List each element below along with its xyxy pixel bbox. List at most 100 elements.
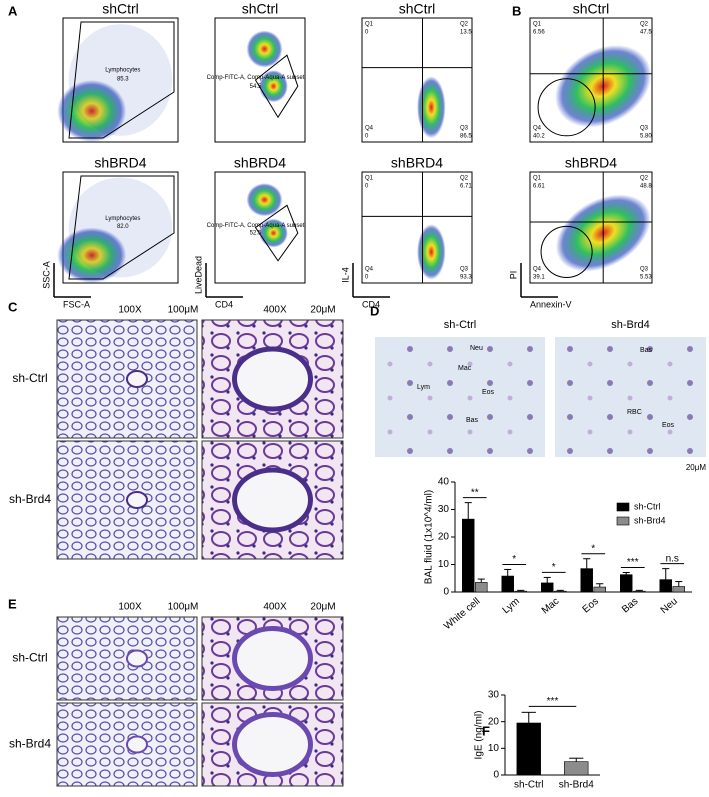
quadrant-name: Q1: [365, 176, 374, 182]
plot-title: shCtrl: [102, 1, 139, 17]
density: [417, 76, 446, 139]
x-tick-label: White cell: [442, 596, 482, 632]
y-tick-label: 20: [488, 716, 500, 727]
legend-label: sh-Ctrl: [634, 501, 661, 511]
y-axis-label: IgE (ng/ml): [474, 711, 485, 760]
magnification: 400X: [263, 305, 287, 316]
quadrant-value: 6.61: [533, 184, 545, 190]
airway: [232, 626, 313, 691]
density: [259, 70, 288, 103]
panel-label: F: [482, 723, 490, 738]
plot-title: shBRD4: [391, 155, 443, 171]
x-tick-label: Mac: [540, 596, 562, 617]
micrograph: [375, 337, 545, 457]
airway: [126, 735, 148, 754]
plot-frame: [214, 17, 306, 143]
scale-label: 20μM: [310, 602, 335, 613]
significance: *: [512, 554, 516, 565]
bar: [580, 568, 593, 593]
legend-label: sh-Brd4: [634, 515, 666, 525]
scale-label: 20μM: [310, 305, 335, 316]
quadrant-value: 39.1: [533, 275, 545, 281]
y-tick-label: 30: [438, 504, 450, 515]
quadrant-value: 0: [365, 184, 369, 190]
y-tick-label: 30: [488, 690, 500, 701]
quadrant-name: Q2: [460, 176, 469, 182]
quadrant-value: 6.71: [460, 184, 472, 190]
scale-label: 100μM: [168, 305, 199, 316]
y-tick-label: 40: [438, 477, 450, 488]
gate: [68, 175, 175, 280]
significance: **: [471, 487, 479, 498]
quadrant-name: Q4: [365, 267, 374, 273]
bar: [554, 590, 567, 593]
quadrant-name: Q2: [640, 176, 649, 182]
quadrant-value: 93.3: [460, 275, 472, 281]
gate-value: 54.5: [250, 84, 262, 90]
image-title: sh-Ctrl: [444, 319, 476, 331]
density: [259, 218, 288, 248]
gate: [68, 21, 175, 139]
significance: n.s: [666, 553, 679, 564]
y-tick-label: 0: [493, 770, 499, 781]
quadrant-name: Q1: [533, 176, 542, 182]
gate-value: 82.0: [117, 224, 129, 230]
bar: [516, 722, 541, 776]
quadrant-value: 5.53: [640, 275, 652, 281]
quadrant-name: Q2: [640, 22, 649, 28]
axis-label: CD4: [215, 299, 233, 309]
quadrant-name: Q4: [533, 267, 542, 273]
significance: *: [591, 543, 595, 554]
gate-label: Comp-FITC-A, Comp-Aqua-A subset: [207, 75, 305, 81]
y-tick-label: 10: [488, 743, 500, 754]
gate: [537, 78, 596, 137]
cell-label: Mac: [458, 365, 472, 372]
quadrant-value: 48.8: [640, 184, 652, 190]
cell-label: Lym: [417, 384, 430, 391]
quadrant-name: Q3: [640, 126, 649, 132]
panel-label: E: [8, 596, 17, 611]
density: [68, 24, 173, 136]
density: [417, 224, 446, 280]
micrograph: [555, 337, 706, 457]
plot-frame: [361, 17, 473, 143]
plot-title: shCtrl: [399, 1, 436, 17]
x-tick-label: Bas: [620, 596, 640, 616]
scale-label: 100μM: [168, 602, 199, 613]
cell-label: RBC: [627, 409, 642, 416]
quadrant-name: Q3: [460, 267, 469, 273]
gate-value: 52.5: [250, 231, 262, 237]
x-tick-label: Neu: [659, 596, 680, 616]
legend-swatch: [616, 516, 630, 526]
gate-label: Comp-FITC-A, Comp-Aqua-A subset: [207, 223, 305, 229]
quadrant-value: 13.5: [460, 30, 472, 36]
density: [57, 227, 127, 283]
magnification: 400X: [263, 602, 287, 613]
cell-label: Bas: [466, 417, 479, 424]
quadrant-value: 5.80: [640, 134, 652, 140]
panel-label: D: [370, 303, 379, 318]
bar: [541, 582, 554, 593]
quadrant-value: 0: [365, 275, 369, 281]
bar: [672, 586, 685, 593]
x-tick-label: sh-Brd4: [559, 780, 594, 791]
cell-label: Eos: [482, 389, 495, 396]
gate-label: Lymphocytes: [105, 68, 140, 74]
gate: [254, 54, 299, 119]
bar: [633, 590, 646, 593]
axis-label: Annexin-V: [530, 299, 572, 309]
axis-label: LiveDead: [193, 256, 203, 294]
x-tick-label: Eos: [581, 596, 601, 616]
axis-label: SSC-A: [41, 261, 51, 289]
quadrant-value: 0: [365, 30, 369, 36]
bar: [475, 582, 488, 593]
image-title: sh-Brd4: [611, 319, 650, 331]
magnification: 100X: [118, 602, 142, 613]
cell-label: Neu: [470, 345, 483, 352]
quadrant-value: 40.2: [533, 134, 545, 140]
row-label: sh-Brd4: [9, 737, 51, 751]
y-tick-label: 20: [438, 532, 450, 543]
plot-title: shBRD4: [565, 155, 617, 171]
panel-label: B: [512, 3, 521, 18]
axis-label: FSC-A: [63, 299, 90, 309]
